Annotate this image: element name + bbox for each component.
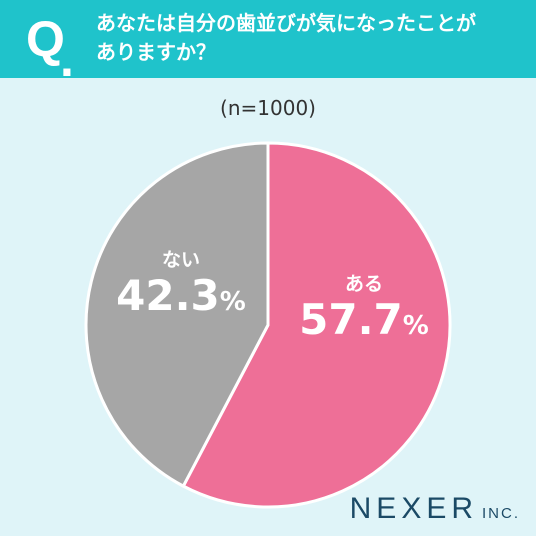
nexer-logo: NEXER INC. bbox=[350, 492, 520, 526]
sample-size-label: (n=1000) bbox=[220, 96, 316, 120]
question-line-1: あなたは自分の歯並びが気になったことが bbox=[96, 11, 476, 35]
logo-main: NEXER bbox=[349, 492, 478, 525]
slice-no-value: 42.3 bbox=[116, 271, 220, 320]
question-text: あなたは自分の歯並びが気になったことが ありますか？ bbox=[96, 9, 516, 67]
slice-no-name: ない bbox=[161, 249, 200, 271]
slice-yes-value: 57.7 bbox=[299, 295, 403, 344]
slice-yes-percent: 57.7% bbox=[284, 296, 444, 350]
slice-yes-name: ある bbox=[344, 273, 383, 295]
question-header: Q . あなたは自分の歯並びが気になったことが ありますか？ bbox=[0, 0, 536, 84]
slice-no-percent: 42.3% bbox=[106, 272, 256, 326]
q-mark: Q bbox=[26, 11, 65, 67]
slice-label-yes: ある 57.7% bbox=[284, 272, 444, 350]
slice-label-no: ない 42.3% bbox=[106, 248, 256, 326]
pie-slice-no bbox=[84, 141, 270, 488]
pie-slice-yes bbox=[181, 141, 452, 509]
slice-yes-unit: % bbox=[402, 311, 429, 341]
slice-no-unit: % bbox=[219, 287, 246, 317]
question-line-2: ありますか？ bbox=[96, 40, 216, 64]
q-dot: . bbox=[60, 31, 74, 87]
logo-sub: INC. bbox=[482, 505, 520, 522]
